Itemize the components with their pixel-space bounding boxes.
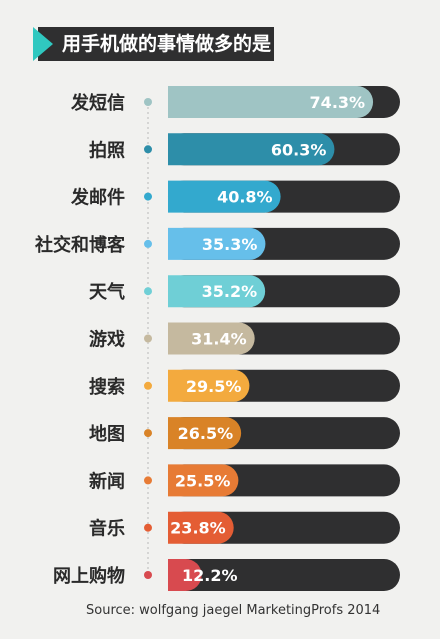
row-dot [144,192,152,201]
category-label: 发短信 [70,92,125,114]
value-label: 29.5% [186,377,242,396]
bar-track [168,559,400,591]
category-label: 音乐 [89,518,125,540]
category-label: 网上购物 [53,565,125,587]
row-dot [144,145,152,154]
chart-title: 用手机做的事情做多的是 [62,33,272,55]
row-dot [144,98,152,106]
category-label: 新闻 [89,470,125,492]
row-dot [144,239,152,248]
row-dot [144,287,152,296]
row-dot [144,334,152,343]
value-label: 31.4% [191,330,247,349]
bar [168,275,266,308]
category-label: 搜索 [89,376,125,398]
value-label: 12.2% [182,566,238,585]
value-label: 74.3% [310,93,366,112]
bar [168,180,281,213]
category-label: 游戏 [89,329,125,351]
value-label: 26.5% [178,424,234,443]
value-label: 35.2% [202,282,258,301]
bar [168,511,234,544]
bar [168,133,335,166]
value-label: 40.8% [217,188,273,207]
bar [168,86,374,118]
value-label: 25.5% [175,471,231,490]
bar [168,559,202,591]
row-dot [144,476,152,485]
category-label: 天气 [89,281,125,303]
category-label: 地图 [89,423,125,445]
bar [168,322,255,355]
source-note: Source: wolfgang jaegel MarketingProfs 2… [86,603,381,618]
category-label: 社交和博客 [35,234,126,256]
title-banner [38,27,274,61]
row-dot [144,571,152,579]
bar [168,464,239,497]
row-dot [144,523,152,532]
category-label: 发邮件 [70,187,125,209]
value-label: 23.8% [170,519,226,538]
value-label: 60.3% [271,140,327,159]
row-dot [144,429,152,438]
value-label: 35.3% [202,235,258,254]
category-label: 拍照 [89,139,125,161]
bar [168,417,242,450]
title-arrow-icon [33,27,53,61]
bar [168,369,250,402]
bar [168,227,266,260]
row-dot [144,381,152,390]
